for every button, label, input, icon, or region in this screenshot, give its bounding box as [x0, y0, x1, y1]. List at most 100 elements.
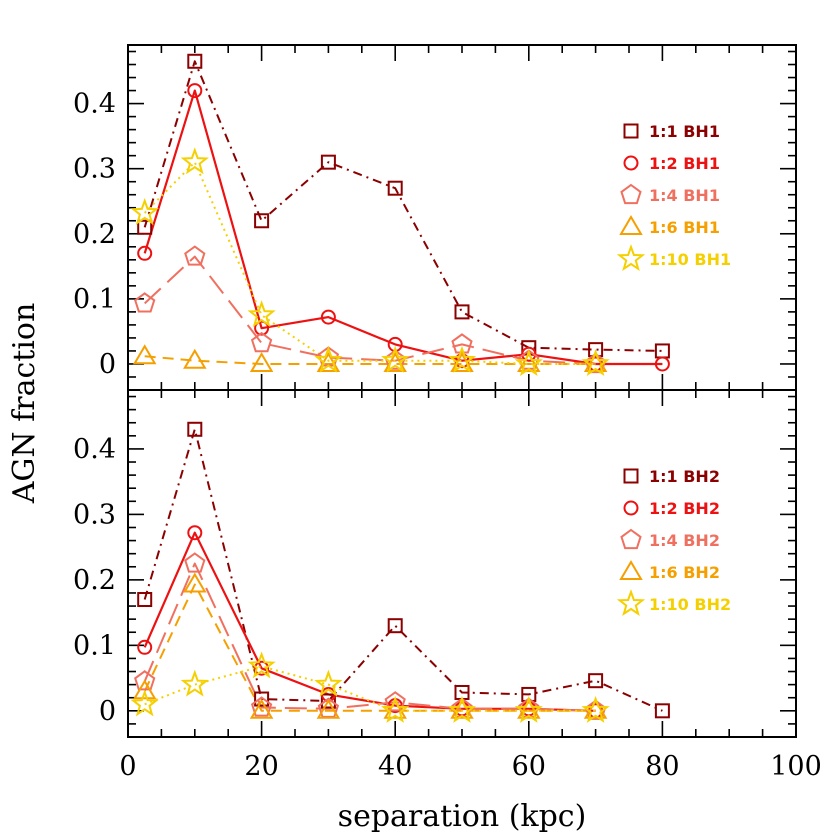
- data-point: [314, 345, 343, 373]
- data-point: [654, 703, 670, 719]
- legend-label: 1:2 BH2: [649, 499, 720, 518]
- legend-marker: [619, 560, 643, 580]
- series-points-1-4-bh1: [134, 245, 607, 374]
- data-point: [588, 342, 604, 358]
- series-line-1-4-bh2: [143, 562, 596, 712]
- legend-label: 1:4 BH2: [649, 531, 720, 550]
- legend-marker: [623, 500, 639, 516]
- series-line-1-6-bh2: [143, 583, 596, 712]
- legend-label: 1:10 BH2: [649, 595, 731, 614]
- data-point: [187, 421, 203, 437]
- data-point: [320, 693, 336, 709]
- legend-entry: 1:4 BH2: [620, 528, 720, 550]
- data-point: [187, 525, 203, 541]
- data-point: [130, 197, 159, 226]
- series-line-1-1-bh1: [143, 60, 663, 352]
- data-point: [654, 343, 670, 359]
- data-point: [588, 673, 604, 689]
- data-point: [137, 639, 153, 655]
- data-point: [184, 552, 206, 573]
- data-point: [137, 592, 153, 608]
- legend-marker: [620, 528, 642, 550]
- series-line-1-10-bh2: [144, 665, 596, 712]
- data-point: [381, 345, 410, 373]
- legend-entry: 1:10 BH1: [616, 244, 731, 272]
- y-axis-title: AGN fraction: [7, 303, 42, 505]
- data-point: [387, 618, 403, 634]
- y-tick-label: 0.2: [73, 565, 116, 596]
- data-point: [447, 345, 477, 373]
- legend-marker: [623, 123, 639, 139]
- data-point: [254, 691, 270, 707]
- data-point: [247, 651, 276, 679]
- data-point: [387, 180, 403, 196]
- series-line-1-2-bh2: [143, 531, 596, 712]
- data-point: [381, 695, 410, 723]
- legend-label: 1:1 BH2: [649, 467, 720, 486]
- data-point: [583, 352, 608, 372]
- y-tick-label: 0.3: [73, 154, 116, 185]
- y-tick-label: 0.1: [73, 630, 116, 661]
- legend-entry: 1:2 BH1: [623, 154, 720, 173]
- data-point: [320, 154, 336, 170]
- series-points-1-6-bh2: [132, 572, 608, 719]
- data-point: [383, 698, 407, 719]
- legend-marker: [623, 155, 639, 171]
- legend-entry: 1:1 BH1: [623, 122, 720, 141]
- x-tick-label: 80: [645, 751, 679, 782]
- legend-entry: 1:2 BH2: [623, 499, 720, 518]
- legend-entry: 1:6 BH1: [619, 215, 720, 237]
- y-tick-label: 0.2: [73, 219, 116, 250]
- data-point: [132, 344, 157, 365]
- panel-top: 0 0.1 0.2 0.3 0.4 1:1 BH1 1:2 BH1 1:4 BH1 1:6 BH…: [73, 44, 797, 391]
- data-point: [184, 245, 206, 266]
- data-point: [254, 660, 270, 676]
- x-tick-label: 20: [244, 751, 278, 782]
- y-tick-label: 0.1: [73, 284, 116, 315]
- y-tick-label: 0: [99, 349, 116, 380]
- data-point: [450, 698, 474, 719]
- legend-label: 1:6 BH2: [649, 563, 720, 582]
- data-point: [187, 83, 203, 99]
- data-point: [180, 147, 209, 175]
- data-point: [250, 696, 273, 717]
- legend-entry: 1:1 BH2: [623, 467, 720, 486]
- legend-entry: 1:6 BH2: [619, 560, 720, 582]
- data-point: [134, 292, 156, 313]
- data-point: [137, 245, 153, 261]
- legend-entry: 1:4 BH1: [620, 183, 720, 205]
- data-point: [384, 691, 406, 712]
- data-point: [137, 219, 153, 235]
- series-line-1-4-bh1: [144, 255, 596, 365]
- data-point: [316, 698, 341, 719]
- legend-label: 1:4 BH1: [649, 186, 720, 205]
- data-point: [517, 352, 541, 372]
- data-point: [517, 698, 541, 719]
- data-point: [180, 669, 209, 697]
- y-tick-label: 0.4: [73, 89, 116, 120]
- legend-entry: 1:10 BH2: [616, 589, 731, 617]
- series-points-1-2-bh1: [137, 83, 670, 372]
- legend-label: 1:1 BH1: [649, 122, 720, 141]
- data-point: [250, 331, 273, 353]
- series-line-1-2-bh1: [143, 89, 663, 366]
- data-point: [320, 309, 336, 325]
- data-point: [514, 695, 543, 723]
- data-point: [249, 698, 274, 719]
- legend-label: 1:2 BH1: [649, 154, 720, 173]
- data-point: [314, 669, 343, 697]
- data-point: [583, 698, 608, 719]
- data-point: [654, 356, 670, 372]
- data-point: [130, 689, 159, 717]
- x-tick-label: 40: [378, 751, 412, 782]
- y-tick-label: 0.3: [73, 499, 116, 530]
- data-point: [247, 300, 276, 328]
- data-point: [581, 349, 610, 377]
- data-point: [254, 213, 270, 229]
- data-point: [187, 53, 203, 69]
- y-tick-label: 0: [99, 696, 116, 727]
- panel-bottom: 0 0.1 0.2 0.3 0.4 0 20 40 60 80 100 1:1 BH2 1:2 BH2 1…: [73, 389, 822, 782]
- x-tick-label: 0: [119, 751, 136, 782]
- legend-marker: [616, 589, 646, 617]
